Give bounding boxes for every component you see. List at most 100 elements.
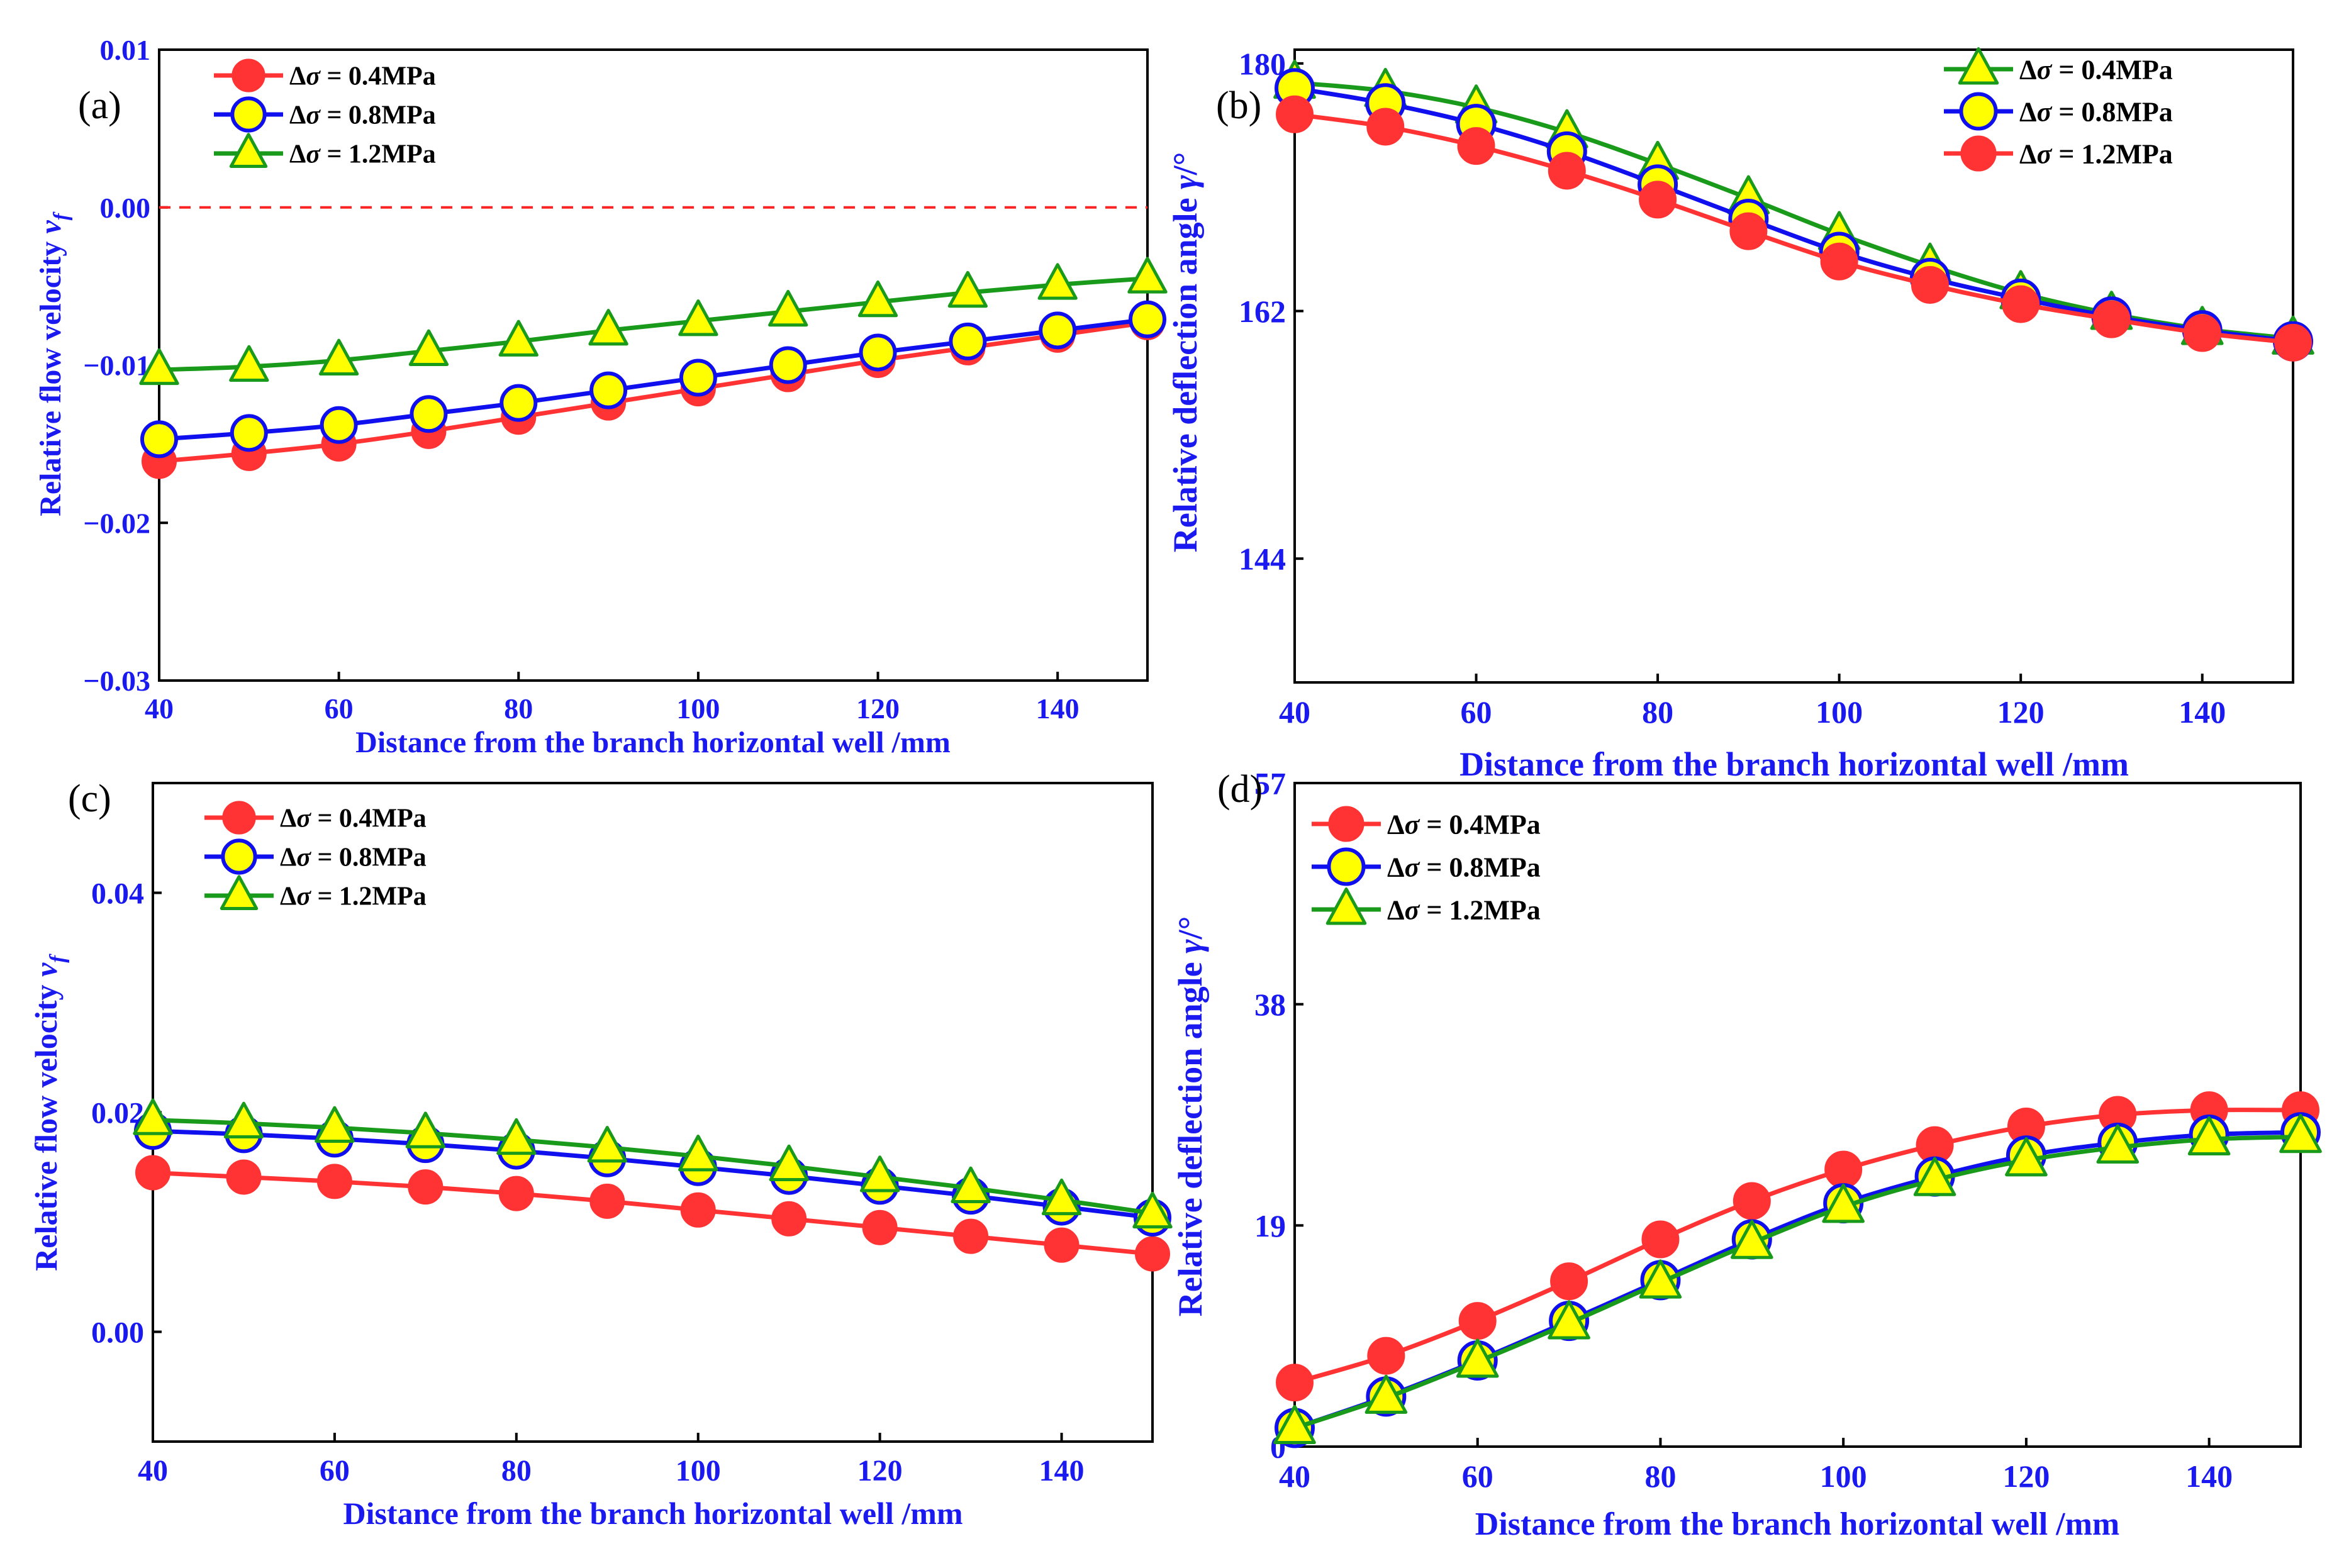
data-point-green: [315, 1106, 355, 1143]
y-tick-label: 180: [1239, 46, 1286, 81]
data-point-green: [1364, 1374, 1408, 1414]
data-point-red: [1366, 108, 1405, 146]
data-point-blue: [1129, 300, 1166, 338]
data-point-green: [2005, 1137, 2048, 1177]
x-tick-label: 40: [1279, 694, 1310, 730]
x-tick-label: 120: [857, 1454, 903, 1487]
data-point-green: [587, 1126, 627, 1163]
data-point-red: [1729, 212, 1768, 250]
x-tick-label: 140: [1039, 1454, 1085, 1487]
data-point-red: [1135, 1236, 1170, 1272]
data-point-red: [498, 1176, 534, 1211]
panel-a: 40 60 80 100 120 140 −0.03 −0.02 −0.01 0.00 0.01 Di…: [34, 34, 1168, 759]
data-point-green: [496, 1118, 537, 1155]
y-tick-label: 19: [1254, 1208, 1286, 1243]
x-tick-label: 120: [1997, 694, 2045, 730]
series-line-green: [1293, 1135, 2301, 1430]
x-tick-label: 40: [1279, 1459, 1310, 1494]
y-axis-label: Relative flow velocity vf: [28, 954, 70, 1271]
series-line-red: [159, 320, 1148, 464]
data-point-blue: [859, 333, 897, 372]
data-point-red: [1457, 127, 1495, 165]
legend-marker: [232, 58, 265, 92]
y-axis-label: Relative deflection angle γ/°: [1171, 916, 1209, 1316]
legend-marker: [1328, 806, 1364, 842]
x-tick-label: 80: [1642, 694, 1673, 730]
legend-marker: [222, 801, 256, 835]
x-axis-label: Distance from the branch horizontal well…: [355, 726, 951, 759]
x-tick-label: 100: [676, 692, 720, 725]
data-point-red: [1641, 1220, 1680, 1259]
y-tick-label: 0.00: [100, 192, 151, 224]
data-point-red: [953, 1218, 989, 1254]
data-point-blue: [499, 384, 538, 422]
data-point-green: [229, 345, 269, 382]
series-line-red: [152, 1170, 1153, 1257]
data-point-red: [1548, 152, 1586, 190]
data-point-blue: [679, 359, 717, 397]
data-point-red: [2274, 323, 2312, 362]
legend-marker: [1960, 135, 1997, 172]
data-point-green: [2279, 1114, 2322, 1154]
legend-entry: Δσ = 0.4MPa: [280, 804, 427, 833]
legend-marker: [220, 875, 259, 910]
legend-entry: Δσ = 0.8MPa: [289, 101, 436, 130]
x-axis-label: Distance from the branch horizontal well…: [1459, 745, 2129, 783]
legend-entry: Δσ = 1.2MPa: [280, 882, 427, 911]
y-axis-label: Relative deflection angle γ/°: [1166, 152, 1204, 552]
legend-entry: Δσ = 0.4MPa: [2019, 54, 2173, 85]
data-point-green: [408, 329, 449, 366]
data-point-red: [589, 1183, 625, 1219]
series-group: [133, 1098, 1173, 1272]
legend-entry: Δσ = 1.2MPa: [1387, 894, 1541, 925]
data-point-red: [1458, 1302, 1497, 1340]
data-point-blue: [589, 371, 628, 409]
data-point-green: [2096, 1124, 2140, 1164]
legend-entry: Δσ = 0.8MPa: [1387, 852, 1541, 882]
data-point-green: [588, 309, 628, 346]
data-point-blue: [320, 406, 358, 444]
series-line-blue: [1293, 1130, 2301, 1430]
legend: Δσ = 0.4MPa Δσ = 0.8MPa Δσ = 1.2MPa: [214, 58, 436, 169]
y-tick-label: 0.00: [91, 1316, 144, 1349]
data-point-red: [135, 1155, 170, 1191]
x-tick-label: 100: [1816, 694, 1863, 730]
x-axis-label: Distance from the branch horizontal well…: [343, 1496, 963, 1531]
data-point-green: [1822, 1184, 1865, 1223]
data-point-red: [1733, 1182, 1771, 1220]
data-point-red: [1911, 265, 1949, 304]
legend: Δσ = 0.4MPa Δσ = 0.8MPa Δσ = 1.2MPa: [1312, 806, 1541, 925]
data-point-green: [1913, 1157, 1956, 1196]
data-point-green: [678, 299, 718, 336]
data-point-green: [1127, 257, 1168, 294]
x-tick-label: 80: [504, 692, 533, 725]
data-point-green: [1730, 1220, 1773, 1259]
x-tick-label: 100: [1820, 1459, 1867, 1494]
data-point-green: [769, 1144, 809, 1182]
data-point-green: [1041, 1178, 1082, 1216]
y-tick-label: −0.02: [83, 507, 150, 539]
legend-entry: Δσ = 0.8MPa: [280, 843, 427, 872]
series-line-green: [159, 276, 1148, 372]
x-tick-label: 80: [501, 1454, 532, 1487]
y-tick-label: 162: [1239, 294, 1286, 329]
data-point-red: [316, 1164, 352, 1199]
legend-marker: [230, 96, 267, 133]
x-tick-label: 140: [2179, 694, 2226, 730]
legend-entry: Δσ = 1.2MPa: [2019, 138, 2173, 169]
series-group: [1273, 59, 2314, 362]
data-point-green: [1273, 1404, 1316, 1445]
legend-marker: [229, 133, 268, 168]
legend-entry: Δσ = 0.4MPa: [289, 62, 436, 91]
panel-label: (c): [68, 777, 111, 820]
legend-marker: [1327, 847, 1366, 886]
x-tick-label: 60: [325, 692, 354, 725]
y-tick-label: −0.01: [83, 350, 150, 382]
data-point-green: [859, 1155, 900, 1193]
series-group: [139, 257, 1168, 479]
panel-label: (a): [78, 84, 121, 127]
legend-marker: [1958, 47, 1999, 85]
data-point-red: [226, 1159, 262, 1195]
x-tick-label: 40: [138, 1454, 168, 1487]
